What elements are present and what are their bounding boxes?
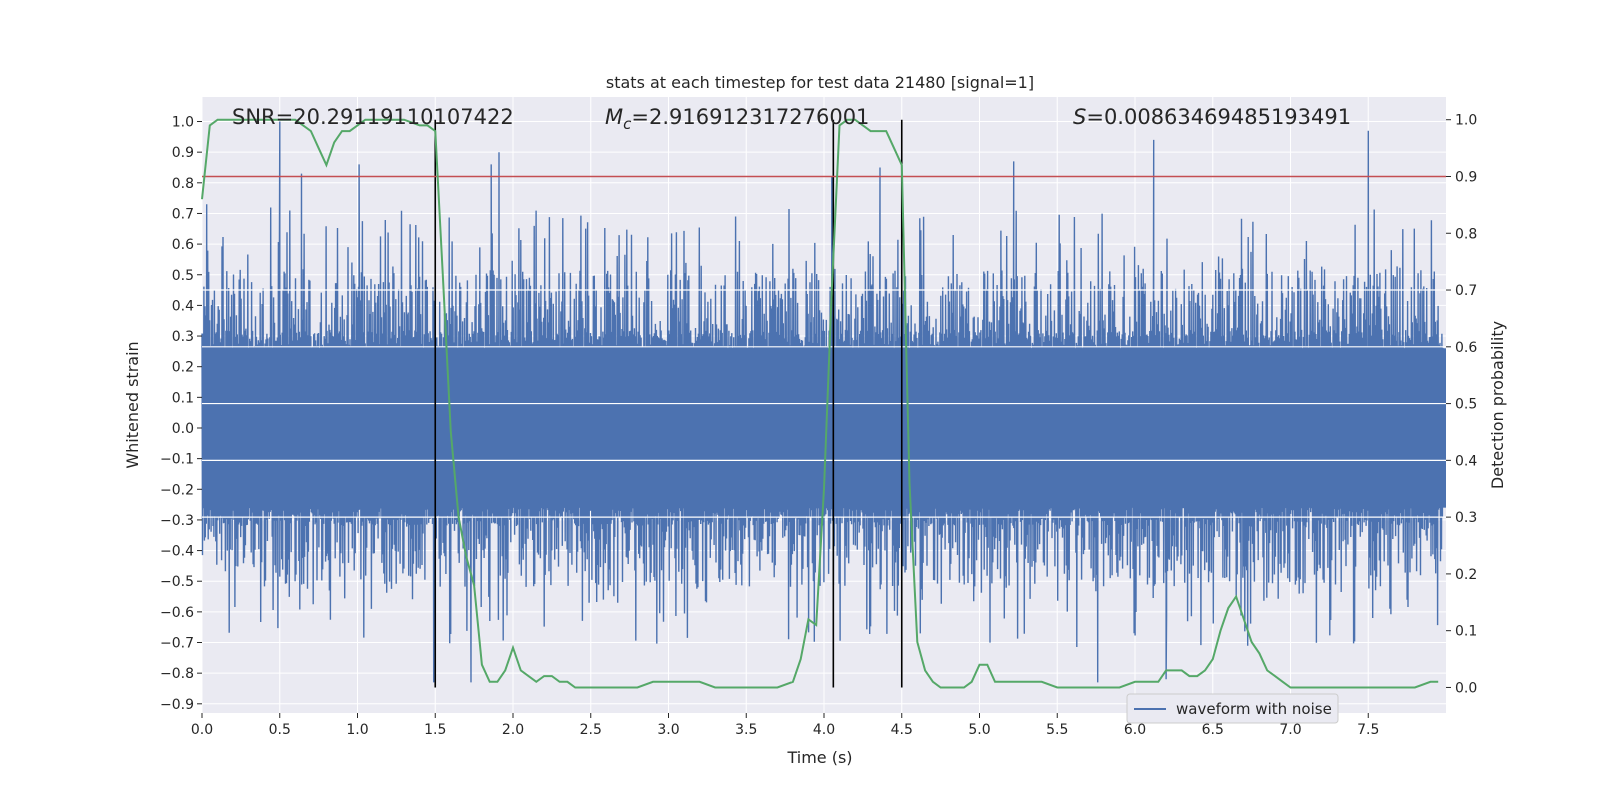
mc-symbol: M: [605, 105, 623, 129]
y-axis-left-label: Whitened strain: [123, 341, 142, 468]
y-left-tick-label: 0.2: [172, 360, 194, 376]
y-right-tick-label: 0.0: [1455, 680, 1477, 696]
y-left-tick-label: −0.5: [160, 574, 194, 590]
y-right-tick-label: 0.8: [1455, 226, 1477, 242]
mc-value: =2.916912317276001: [631, 105, 869, 129]
x-tick-label: 7.0: [1279, 722, 1301, 738]
y-right-tick-label: 0.4: [1455, 453, 1477, 469]
y-right-tick-label: 0.5: [1455, 397, 1477, 413]
mc-annotation: Mc=2.916912317276001: [605, 105, 869, 133]
y-axis-right-label: Detection probability: [1488, 321, 1507, 489]
x-tick-label: 3.0: [657, 722, 679, 738]
x-tick-label: 4.5: [891, 722, 913, 738]
y-left-tick-label: 0.0: [172, 421, 194, 437]
y-left-tick-label: 0.6: [172, 237, 194, 253]
y-left-tick-label: 0.1: [172, 390, 194, 406]
y-right-tick-label: 1.0: [1455, 113, 1477, 129]
y-left-tick-label: −0.7: [160, 636, 194, 652]
y-left-tick-label: 1.0: [172, 115, 194, 131]
y-right-tick-label: 0.2: [1455, 567, 1477, 583]
y-left-tick-label: −0.2: [160, 482, 194, 498]
y-left-tick-label: −0.8: [160, 666, 194, 682]
mc-subscript: c: [623, 115, 632, 133]
y-right-tick-label: 0.6: [1455, 340, 1477, 356]
y-left-tick-label: −0.6: [160, 605, 194, 621]
y-left-tick-label: 0.5: [172, 268, 194, 284]
y-left-tick-label: 0.8: [172, 176, 194, 192]
x-tick-label: 0.0: [191, 722, 213, 738]
x-tick-label: 1.5: [424, 722, 446, 738]
x-tick-label: 0.5: [269, 722, 291, 738]
x-tick-label: 5.5: [1046, 722, 1068, 738]
axis-ticks: 0.0 0.5 1.0 1.5 2.0 2.5 3.0 3.5 4.0 4.5 5.0 5.5 6.0 6…: [160, 113, 1477, 738]
y-left-tick-label: 0.4: [172, 298, 194, 314]
legend: waveform with noise: [1126, 693, 1339, 724]
y-left-tick-label: −0.9: [160, 697, 194, 713]
x-tick-label: 2.5: [580, 722, 602, 738]
s-symbol: S: [1073, 105, 1086, 129]
y-right-tick-label: 0.1: [1455, 624, 1477, 640]
y-left-tick-label: 0.9: [172, 145, 194, 161]
y-left-tick-label: −0.3: [160, 513, 194, 529]
y-right-tick-label: 0.3: [1455, 510, 1477, 526]
probability-series: [201, 118, 1439, 689]
s-value: =0.00863469485193491: [1086, 105, 1351, 129]
y-right-tick-label: 0.7: [1455, 283, 1477, 299]
y-right-tick-label: 0.9: [1455, 169, 1477, 185]
x-axis-label: Time (s): [786, 748, 852, 767]
x-tick-label: 6.0: [1124, 722, 1146, 738]
legend-label: waveform with noise: [1176, 700, 1332, 718]
x-tick-label: 5.0: [968, 722, 990, 738]
y-left-tick-label: 0.3: [172, 329, 194, 345]
snr-annotation: SNR=20.29119110107422: [232, 105, 514, 129]
s-annotation: S=0.00863469485193491: [1073, 105, 1351, 129]
x-tick-label: 1.0: [346, 722, 368, 738]
x-tick-label: 7.5: [1357, 722, 1379, 738]
x-tick-label: 6.5: [1202, 722, 1224, 738]
x-tick-label: 3.5: [735, 722, 757, 738]
probability-line: [201, 118, 1439, 689]
y-left-tick-label: −0.1: [160, 452, 194, 468]
y-left-tick-label: 0.7: [172, 206, 194, 222]
x-tick-label: 2.0: [502, 722, 524, 738]
x-tick-label: 4.0: [813, 722, 835, 738]
legend-box: [1126, 693, 1339, 724]
y-left-tick-label: −0.4: [160, 544, 194, 560]
vertical-markers: [202, 119, 1446, 688]
chart-title: stats at each timestep for test data 214…: [606, 73, 1034, 92]
